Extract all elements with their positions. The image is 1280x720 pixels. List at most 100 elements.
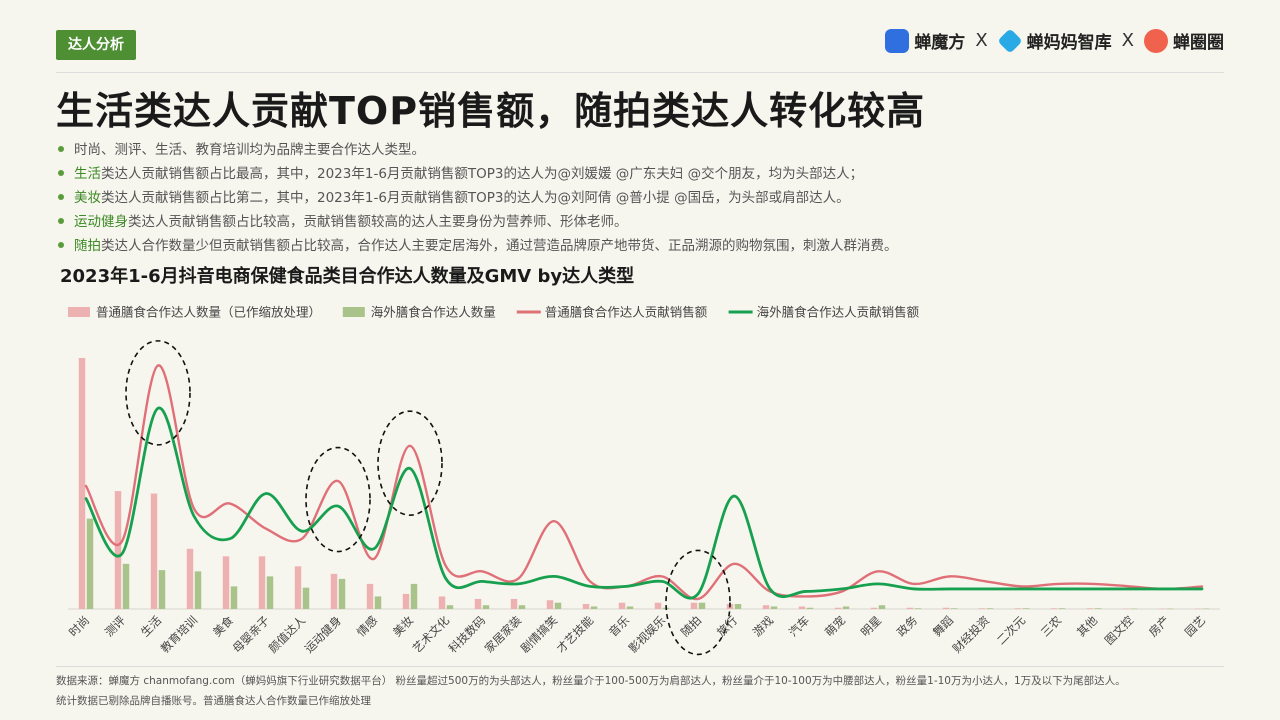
logo-separator: X [975, 30, 988, 51]
legend-label: 海外膳食合作达人数量 [371, 305, 496, 320]
chanmama-zhiku-logo: 蝉妈妈智库 [996, 27, 1112, 54]
bar [266, 576, 274, 609]
x-tick-label: 颜值达人 [266, 613, 309, 656]
x-tick-label: 游戏 [750, 613, 777, 640]
footer-note: 统计数据已剔除品牌自播账号。普通膳食达人合作数量已作缩放处理 [56, 695, 371, 707]
x-tick-label: 剧情搞笑 [518, 613, 560, 655]
highlight-ellipse [305, 446, 371, 553]
x-tick-label: 音乐 [606, 613, 633, 640]
bar [1094, 608, 1102, 609]
x-tick-label: 三农 [1038, 613, 1065, 640]
x-tick-label: 其他 [1074, 613, 1101, 640]
highlight-ellipse [665, 549, 731, 656]
x-tick-label: 明星 [858, 613, 884, 639]
x-tick-label: 母婴亲子 [230, 613, 272, 655]
insight-item: 时尚、测评、生活、教育培训均为品牌主要合作达人类型。 [56, 138, 898, 162]
chanmofang-logo-text: 蝉魔方 [914, 33, 966, 53]
bar [842, 606, 850, 609]
bullet-dot-icon [58, 242, 64, 248]
x-tick-label: 测评 [102, 613, 129, 640]
x-tick-label: 生活 [138, 613, 164, 639]
bar [1122, 608, 1130, 610]
bullet-dot-icon [58, 194, 64, 200]
bar [546, 600, 554, 609]
insight-highlight: 美妆 [74, 190, 101, 206]
footer-source: 数据来源：蝉魔方 chanmofang.com（蝉妈妈旗下行业研究数据平台） 粉… [56, 675, 1126, 687]
x-tick-label: 科技数码 [446, 613, 488, 655]
insight-highlight: 生活 [74, 166, 101, 182]
bar [978, 608, 986, 609]
x-tick-label: 二次元 [994, 613, 1029, 648]
bar [626, 606, 634, 609]
header-divider [56, 72, 1224, 73]
bar [338, 578, 346, 609]
x-tick-label: 园艺 [1182, 613, 1208, 639]
bar [230, 586, 238, 609]
bar [618, 602, 626, 609]
highlight-ellipse [125, 340, 191, 446]
bar [330, 573, 338, 609]
x-tick-label: 家居家装 [482, 613, 525, 656]
bar [446, 605, 454, 609]
bar [186, 548, 194, 609]
bar [986, 608, 994, 609]
logo-separator: X [1121, 30, 1134, 51]
bar [366, 583, 374, 609]
bar [762, 605, 770, 609]
bar [1158, 608, 1166, 610]
bar [1050, 608, 1058, 609]
insight-list: 时尚、测评、生活、教育培训均为品牌主要合作达人类型。 生活类达人贡献销售额占比最… [56, 138, 898, 258]
bar [222, 556, 230, 609]
bar [906, 607, 914, 609]
bar [582, 603, 590, 609]
x-tick-label: 汽车 [786, 613, 812, 639]
bar [834, 607, 842, 609]
legend-swatch [342, 307, 365, 317]
x-tick-label: 时尚 [66, 613, 92, 639]
bar [122, 563, 130, 609]
bullet-dot-icon [58, 146, 64, 152]
legend-swatch [68, 307, 90, 317]
bar [554, 602, 562, 609]
bar [770, 606, 778, 609]
insight-text: 类达人贡献销售额占比第二，其中，2023年1-6月贡献销售额TOP3的达人为@刘… [101, 190, 850, 206]
bar [410, 583, 418, 609]
bar [590, 606, 598, 609]
x-tick-label: 艺术文化 [410, 613, 453, 656]
x-tick-label: 图文控 [1102, 613, 1137, 648]
bar [114, 491, 122, 609]
bar [438, 596, 446, 609]
bar [294, 566, 302, 609]
legend-label: 普通膳食合作达人贡献销售额 [545, 305, 708, 320]
x-tick-label: 美食 [210, 613, 237, 640]
bar [482, 605, 490, 609]
insight-item: 运动健身类达人贡献销售额占比较高，贡献销售额较高的达人主要身份为营养师、形体老师… [56, 210, 898, 234]
bar [86, 518, 94, 609]
bar [158, 570, 166, 609]
insight-item: 随拍类达人合作数量少但贡献销售额占比较高，合作达人主要定居海外，通过营造品牌原产… [56, 234, 898, 258]
bar [302, 587, 310, 609]
bar [698, 602, 706, 609]
insight-item: 美妆类达人贡献销售额占比第二，其中，2023年1-6月贡献销售额TOP3的达人为… [56, 186, 898, 210]
chanquanquan-logo-icon [1144, 28, 1168, 53]
x-tick-label: 财经投资 [950, 613, 992, 655]
bullet-dot-icon [58, 218, 64, 224]
bar [518, 605, 526, 609]
bar [1130, 608, 1138, 610]
bar [1166, 608, 1174, 610]
bar [474, 598, 482, 609]
x-tick-label: 教育培训 [158, 613, 200, 655]
series-line [84, 406, 1204, 600]
bar [1014, 608, 1022, 609]
bar [914, 608, 922, 609]
bar [1194, 608, 1202, 610]
insight-text: 类达人贡献销售额占比较高，贡献销售额较高的达人主要身份为营养师、形体老师。 [128, 214, 628, 230]
bar [654, 602, 662, 609]
insight-highlight: 运动健身 [74, 214, 128, 230]
partner-logos: 蝉魔方 X 蝉妈妈智库 X 蝉圈圈 [885, 27, 1224, 54]
bar [150, 493, 158, 609]
bar [806, 607, 814, 609]
chanquanquan-logo-text: 蝉圈圈 [1173, 33, 1224, 53]
bar [1058, 608, 1066, 609]
